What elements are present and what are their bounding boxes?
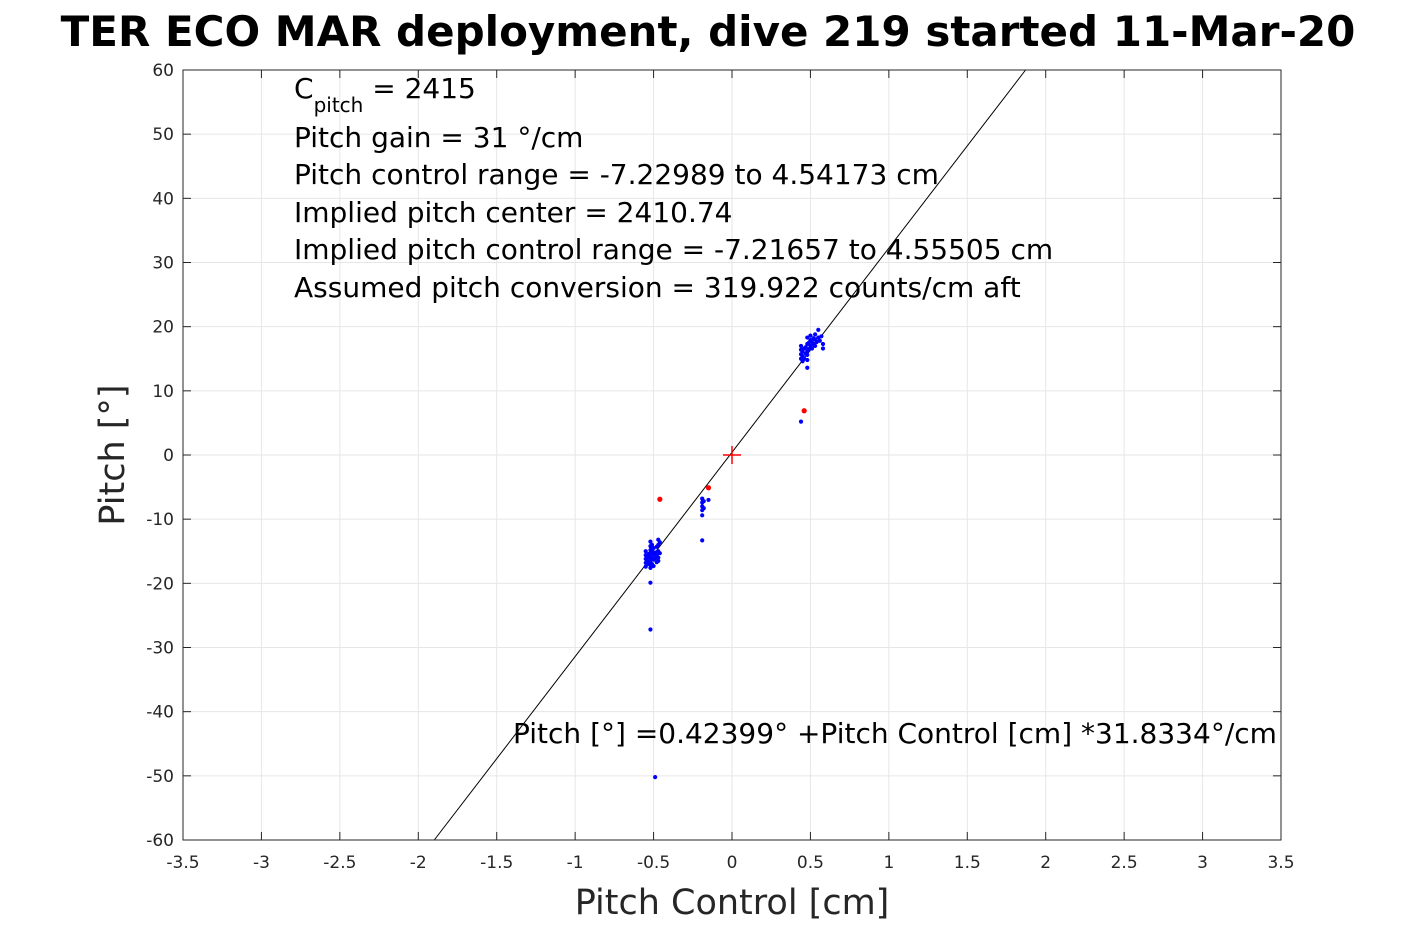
blue-data-point: [820, 346, 826, 351]
annotation-line-implied-pitch-center: Implied pitch center = 2410.74: [294, 196, 732, 229]
y-tick-label: 60: [152, 61, 174, 81]
red-data-point: [801, 408, 807, 414]
blue-data-point: [814, 339, 819, 345]
y-tick-label: 10: [152, 382, 174, 402]
x-tick-label: 1.5: [954, 853, 981, 873]
x-tick-label: 2: [1040, 853, 1051, 873]
data-points: [643, 327, 826, 780]
x-tick-label: 1: [883, 853, 894, 873]
blue-data-point: [648, 580, 653, 585]
blue-data-point: [653, 775, 658, 780]
blue-data-point: [657, 551, 662, 556]
x-tick-label: -0.5: [637, 853, 670, 873]
blue-data-point: [706, 497, 711, 503]
blue-data-point: [700, 513, 705, 518]
blue-data-point: [701, 499, 706, 504]
x-tick-label: -3: [253, 853, 270, 873]
x-axis-label: Pitch Control [cm]: [575, 883, 890, 923]
cpitch-base: C: [294, 72, 314, 105]
blue-data-point: [805, 352, 810, 357]
blue-data-point: [657, 540, 662, 545]
y-tick-label: 20: [152, 318, 174, 338]
y-axis-ticks: 60 50 40 30 20 10 0 -10 -20 -30 -40 -50 -60: [146, 61, 1281, 851]
blue-data-point: [803, 345, 808, 350]
x-tick-label: -3.5: [166, 853, 199, 873]
blue-data-point: [820, 341, 826, 347]
chart-title: TER ECO MAR deployment, dive 219 started…: [61, 7, 1356, 56]
blue-data-point: [700, 538, 705, 543]
blue-data-point: [805, 357, 810, 363]
blue-data-point: [805, 365, 810, 370]
annotation-line-implied-control-range: Implied pitch control range = -7.21657 t…: [294, 233, 1053, 266]
fit-equation-label: Pitch [°] =0.42399° +Pitch Control [cm] …: [513, 717, 1277, 750]
blue-data-point: [653, 556, 658, 561]
x-tick-label: -2: [410, 853, 427, 873]
blue-data-point: [798, 419, 804, 424]
x-tick-label: 0: [727, 853, 738, 873]
blue-data-point: [643, 564, 648, 569]
x-tick-label: 3: [1197, 853, 1208, 873]
x-tick-label: -1: [567, 853, 584, 873]
y-tick-label: 40: [152, 189, 174, 209]
blue-data-point: [813, 343, 818, 349]
blue-data-point: [701, 506, 706, 511]
blue-data-point: [648, 539, 653, 544]
y-tick-label: -50: [146, 767, 174, 787]
blue-data-point: [808, 333, 813, 338]
blue-data-point: [817, 338, 822, 343]
x-tick-label: 0.5: [797, 853, 824, 873]
x-axis-ticks: -3.5 -3 -2.5 -2 -1.5 -1 -0.5 0 0.5 1 1.5 2 2.5 3 3.5: [166, 70, 1295, 873]
blue-data-point: [798, 343, 804, 349]
y-tick-label: -20: [146, 574, 174, 594]
blue-data-point: [800, 349, 805, 354]
y-tick-label: -30: [146, 639, 174, 659]
blue-data-point: [816, 335, 821, 340]
y-tick-label: 30: [152, 254, 174, 274]
y-tick-label: 0: [163, 446, 174, 466]
blue-data-point: [648, 558, 653, 563]
blue-data-point: [816, 327, 821, 332]
blue-data-point: [819, 334, 824, 339]
blue-data-point: [643, 549, 648, 554]
blue-data-point: [651, 545, 656, 551]
blue-data-point: [806, 347, 811, 352]
x-tick-label: 3.5: [1267, 853, 1294, 873]
annotation-line-pitch-gain: Pitch gain = 31 °/cm: [294, 121, 583, 154]
axes-frame: [182, 69, 1282, 841]
blue-data-point: [651, 563, 656, 569]
blue-data-point: [649, 542, 655, 547]
annotation-line-pitch-control-range: Pitch control range = -7.22989 to 4.5417…: [294, 158, 939, 191]
blue-data-point: [649, 549, 655, 554]
y-tick-label: -40: [146, 703, 174, 723]
x-tick-label: -1.5: [480, 853, 513, 873]
blue-data-point: [805, 335, 810, 340]
x-tick-label: 2.5: [1111, 853, 1138, 873]
cpitch-annotation: Cpitch = 2415: [294, 72, 476, 117]
annotation-line-pitch-conversion: Assumed pitch conversion = 319.922 count…: [294, 271, 1021, 304]
blue-data-point: [648, 565, 653, 571]
red-data-point: [657, 496, 663, 502]
center-plus-marker: [723, 446, 741, 464]
y-tick-label: 50: [152, 125, 174, 145]
x-tick-label: -2.5: [323, 853, 356, 873]
y-axis-label: Pitch [°]: [93, 384, 133, 525]
y-tick-label: -10: [146, 510, 174, 530]
blue-data-point: [648, 627, 653, 632]
blue-data-point: [809, 346, 815, 351]
red-data-point: [705, 485, 712, 491]
blue-data-point: [656, 558, 661, 563]
y-tick-label: -60: [146, 831, 174, 851]
cpitch-value: = 2415: [363, 72, 476, 105]
blue-data-point: [802, 356, 807, 361]
cpitch-subscript: pitch: [314, 93, 364, 117]
blue-data-point: [813, 332, 818, 337]
blue-data-point: [656, 555, 661, 560]
